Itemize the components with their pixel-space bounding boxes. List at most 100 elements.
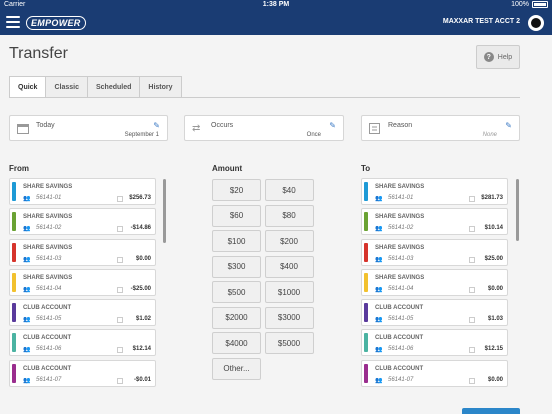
account-item[interactable]: SHARE SAVINGS 👥 56141-03 $25.00 xyxy=(361,238,508,266)
account-checkbox[interactable] xyxy=(117,256,123,263)
account-checkbox[interactable] xyxy=(117,226,123,233)
tab-scheduled[interactable]: Scheduled xyxy=(86,76,141,98)
account-name[interactable]: MAXXAR TEST ACCT 2 xyxy=(442,18,520,25)
account-item[interactable]: SHARE SAVINGS 👥 56141-04 -$25.00 xyxy=(9,268,156,296)
account-checkbox[interactable] xyxy=(469,226,475,233)
account-item[interactable]: SHARE SAVINGS 👥 56141-03 $0.00 xyxy=(9,238,156,266)
person-icon: 👥 xyxy=(375,256,383,263)
account-item[interactable]: SHARE SAVINGS 👥 56141-02 -$14.86 xyxy=(9,208,156,236)
account-checkbox[interactable] xyxy=(117,196,123,202)
amount-button[interactable]: $1000 xyxy=(264,281,314,303)
amount-button[interactable]: $300 xyxy=(212,255,261,278)
occurs-field[interactable]: ⇄ Occurs Once ✎ xyxy=(184,115,344,141)
person-icon: 👥 xyxy=(23,377,31,384)
account-number: 56141-02 xyxy=(388,225,414,232)
date-field[interactable]: Today September 1 ✎ xyxy=(9,115,168,141)
account-item[interactable]: SHARE SAVINGS 👥 56141-01 $256.73 xyxy=(9,178,156,205)
amount-button[interactable]: $400 xyxy=(264,255,314,278)
account-item[interactable]: SHARE SAVINGS 👥 56141-04 $0.00 xyxy=(361,268,508,296)
account-number: 56141-05 xyxy=(388,316,414,323)
person-icon: 👥 xyxy=(23,286,31,293)
account-checkbox[interactable] xyxy=(117,286,123,293)
person-icon: 👥 xyxy=(375,377,383,384)
pencil-icon[interactable]: ✎ xyxy=(505,121,512,130)
help-icon: ? xyxy=(483,52,494,62)
account-name: SHARE SAVINGS xyxy=(375,244,425,251)
carrier-label: Carrier xyxy=(4,1,26,8)
amount-button[interactable]: Other... xyxy=(212,357,261,380)
help-button[interactable]: ? Help xyxy=(476,45,520,69)
tab-classic[interactable]: Classic xyxy=(45,76,88,98)
account-number: 56141-07 xyxy=(36,376,62,383)
account-color-bar xyxy=(12,272,16,292)
to-scrollbar[interactable] xyxy=(516,179,519,241)
account-number: 56141-07 xyxy=(388,376,414,383)
account-item[interactable]: CLUB ACCOUNT 👥 56141-07 $0.00 xyxy=(361,359,508,387)
account-item[interactable]: CLUB ACCOUNT 👥 56141-07 -$0.01 xyxy=(9,359,156,387)
amount-button[interactable]: $20 xyxy=(212,179,261,201)
account-number: 56141-06 xyxy=(388,346,414,353)
account-checkbox[interactable] xyxy=(117,317,123,324)
account-checkbox[interactable] xyxy=(117,347,123,354)
to-heading: To xyxy=(361,164,371,173)
account-color-bar xyxy=(12,303,16,323)
account-item[interactable]: CLUB ACCOUNT 👥 56141-05 $1.02 xyxy=(9,299,156,327)
menu-icon[interactable] xyxy=(6,16,20,28)
from-account-list: SHARE SAVINGS 👥 56141-01 $256.73 SHARE SAVIN… xyxy=(9,178,156,390)
amount-button[interactable]: $200 xyxy=(264,230,314,252)
page-title: Transfer xyxy=(9,45,68,62)
account-checkbox[interactable] xyxy=(469,347,475,354)
amount-button[interactable]: $3000 xyxy=(264,306,314,329)
status-bar: Carrier 1:38 PM 100% xyxy=(0,0,552,11)
account-item[interactable]: CLUB ACCOUNT 👥 56141-05 $1.03 xyxy=(361,299,508,327)
reason-field[interactable]: Reason None ✎ xyxy=(361,115,520,141)
occurs-label: Occurs xyxy=(211,122,234,129)
account-number: 56141-01 xyxy=(36,195,62,201)
pencil-icon[interactable]: ✎ xyxy=(153,121,160,130)
amount-button[interactable]: $40 xyxy=(264,179,314,201)
account-number: 56141-02 xyxy=(36,225,62,232)
transfer-tabs: Quick Classic Scheduled History xyxy=(9,76,182,98)
account-name: CLUB ACCOUNT xyxy=(23,305,72,312)
avatar[interactable] xyxy=(528,15,544,31)
pencil-icon[interactable]: ✎ xyxy=(329,121,336,130)
account-checkbox[interactable] xyxy=(469,377,475,384)
from-scrollbar[interactable] xyxy=(163,179,166,243)
account-balance: $0.00 xyxy=(487,376,503,383)
account-color-bar xyxy=(12,242,16,262)
person-icon: 👥 xyxy=(375,317,383,324)
tab-quick[interactable]: Quick xyxy=(9,76,47,98)
account-checkbox[interactable] xyxy=(117,377,123,384)
account-checkbox[interactable] xyxy=(469,256,475,263)
account-checkbox[interactable] xyxy=(469,196,475,202)
amount-button[interactable]: $2000 xyxy=(212,306,261,329)
person-icon: 👥 xyxy=(23,317,31,324)
tab-history[interactable]: History xyxy=(139,76,182,98)
account-number: 56141-01 xyxy=(388,195,414,201)
account-color-bar xyxy=(364,242,368,262)
account-name: SHARE SAVINGS xyxy=(375,214,425,221)
account-balance: $0.00 xyxy=(487,285,503,292)
account-name: CLUB ACCOUNT xyxy=(23,365,72,372)
occurs-value: Once xyxy=(306,132,321,138)
account-name: SHARE SAVINGS xyxy=(23,274,73,281)
account-balance: -$14.86 xyxy=(130,225,151,232)
account-item[interactable]: SHARE SAVINGS 👥 56141-01 $281.73 xyxy=(361,178,508,205)
account-color-bar xyxy=(364,212,368,232)
account-item[interactable]: SHARE SAVINGS 👥 56141-02 $10.14 xyxy=(361,208,508,236)
amount-button[interactable]: $80 xyxy=(264,204,314,227)
amount-button[interactable]: $5000 xyxy=(264,332,314,354)
account-balance: $1.03 xyxy=(487,316,503,323)
account-checkbox[interactable] xyxy=(469,286,475,293)
account-color-bar xyxy=(12,212,16,232)
account-color-bar xyxy=(12,363,16,383)
submit-button[interactable] xyxy=(462,408,520,414)
amount-button[interactable]: $4000 xyxy=(212,332,261,354)
account-color-bar xyxy=(364,333,368,353)
amount-button[interactable]: $100 xyxy=(212,230,261,252)
account-checkbox[interactable] xyxy=(469,317,475,324)
amount-button[interactable]: $60 xyxy=(212,204,261,227)
amount-button[interactable]: $500 xyxy=(212,281,261,303)
account-item[interactable]: CLUB ACCOUNT 👥 56141-06 $12.15 xyxy=(361,329,508,357)
account-item[interactable]: CLUB ACCOUNT 👥 56141-06 $12.14 xyxy=(9,329,156,357)
